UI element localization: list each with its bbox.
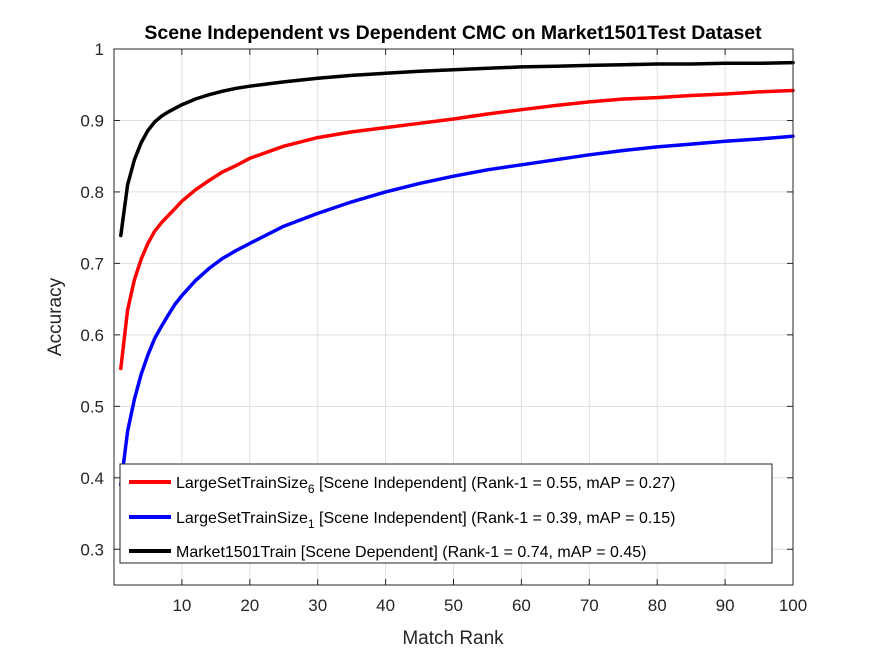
y-tick-label: 1: [95, 40, 104, 59]
legend: LargeSetTrainSize6 [Scene Independent] (…: [119, 463, 773, 564]
y-axis-label: Accuracy: [45, 277, 66, 356]
series-line-3: [119, 60, 795, 238]
x-tick-label: 80: [648, 596, 667, 615]
y-tick-label: 0.5: [80, 397, 104, 416]
y-tick-label: 0.6: [80, 326, 104, 345]
x-tick-label: 100: [779, 596, 807, 615]
y-tick-label: 0.8: [80, 183, 104, 202]
y-tick-label: 0.9: [80, 111, 104, 130]
x-axis-label: Match Rank: [402, 628, 504, 649]
x-tick-label: 50: [444, 596, 463, 615]
x-tick-label: 90: [716, 596, 735, 615]
axis-ticks: 10 20 30 40 50 60 70 80 90 100 0.3 0.4 0.5 0.6 0.7 0.8 0…: [80, 40, 807, 615]
series-line-1: [119, 88, 795, 371]
legend-label-3: Market1501Train [Scene Dependent] (Rank-…: [176, 544, 647, 561]
legend-label-2: LargeSetTrainSize1 [Scene Independent] (…: [176, 510, 675, 531]
y-tick-label: 0.3: [80, 540, 104, 559]
y-tick-label: 0.4: [80, 469, 104, 488]
legend-box: [119, 463, 773, 564]
x-tick-label: 10: [172, 596, 191, 615]
chart-title: Scene Independent vs Dependent CMC on Ma…: [144, 22, 762, 44]
series-layer: [119, 60, 795, 487]
x-tick-label: 60: [512, 596, 531, 615]
legend-label-1: LargeSetTrainSize6 [Scene Independent] (…: [176, 475, 675, 496]
x-tick-label: 20: [240, 596, 259, 615]
y-tick-label: 0.7: [80, 254, 104, 273]
x-tick-label: 70: [580, 596, 599, 615]
x-tick-label: 40: [376, 596, 395, 615]
x-tick-label: 30: [308, 596, 327, 615]
series-line-2: [119, 134, 795, 487]
